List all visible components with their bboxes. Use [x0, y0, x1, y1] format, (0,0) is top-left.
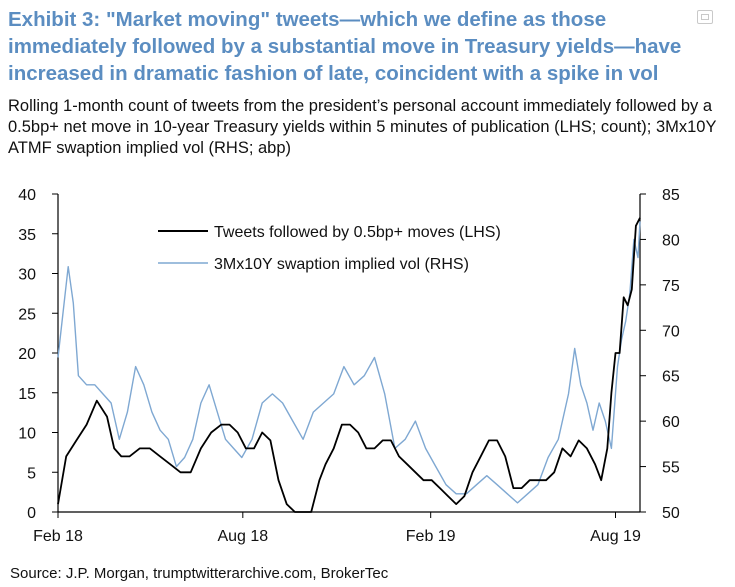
- line-chart: 0 5 10 15 20 25 30 35 40 50 55 60 65 70 75 80 85 Feb 18 Au…: [18, 187, 680, 545]
- right-tick-label: 75: [662, 278, 680, 295]
- left-tick-label: 25: [18, 306, 36, 323]
- chart-legend: Tweets followed by 0.5bp+ moves (LHS) 3Mx…: [158, 224, 501, 273]
- left-tick-label: 15: [18, 386, 36, 403]
- expand-icon[interactable]: [697, 10, 713, 24]
- x-tick-label: Feb 18: [33, 528, 83, 545]
- chart-series: [57, 217, 641, 513]
- vol-series-line: [57, 221, 641, 504]
- left-tick-label: 35: [18, 227, 36, 244]
- legend-label: 3Mx10Y swaption implied vol (RHS): [214, 256, 469, 273]
- left-tick-label: 30: [18, 267, 36, 284]
- right-tick-label: 70: [662, 323, 680, 340]
- exhibit-subtitle: Rolling 1-month count of tweets from the…: [8, 97, 717, 157]
- left-tick-label: 5: [27, 465, 36, 482]
- right-tick-label: 50: [662, 505, 680, 522]
- right-tick-label: 85: [662, 187, 680, 204]
- left-tick-label: 40: [18, 187, 36, 204]
- tweets-series-line: [57, 217, 641, 513]
- legend-label: Tweets followed by 0.5bp+ moves (LHS): [214, 224, 501, 241]
- right-tick-label: 65: [662, 369, 680, 386]
- chart-axes: 0 5 10 15 20 25 30 35 40 50 55 60 65 70 75 80 85 Feb 18 Au…: [18, 187, 680, 545]
- right-tick-label: 55: [662, 460, 680, 477]
- left-tick-label: 20: [18, 346, 36, 363]
- x-tick-label: Feb 19: [406, 528, 456, 545]
- source-note: Source: J.P. Morgan, trumptwitterarchive…: [10, 565, 389, 582]
- right-tick-label: 60: [662, 414, 680, 431]
- left-tick-label: 10: [18, 426, 36, 443]
- exhibit-title: Exhibit 3: "Market moving" tweets—which …: [8, 8, 682, 85]
- left-tick-label: 0: [27, 505, 36, 522]
- x-tick-label: Aug 19: [590, 528, 641, 545]
- x-tick-label: Aug 18: [217, 528, 268, 545]
- right-tick-label: 80: [662, 232, 680, 249]
